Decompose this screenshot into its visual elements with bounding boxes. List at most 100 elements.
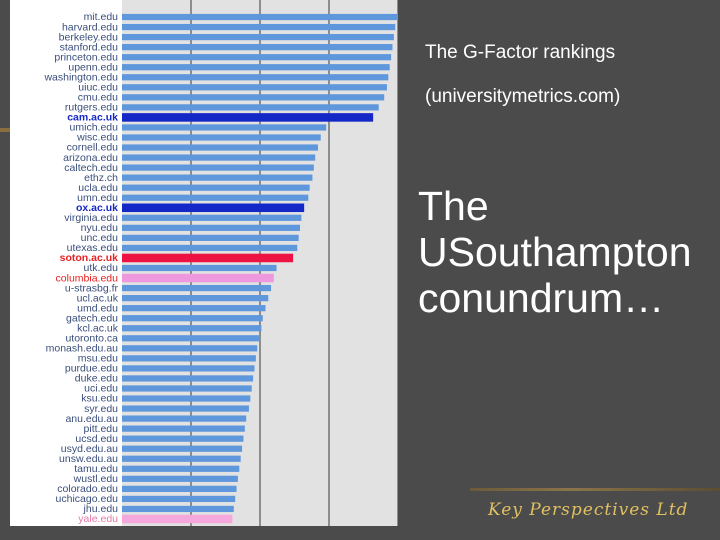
bar-unc-edu [122,234,299,241]
bar-series [122,13,398,524]
category-label: jhu.edu [83,503,119,515]
bar-ox-ac-uk [122,203,305,213]
bar-princeton-edu [122,54,392,61]
category-label: monash.edu.au [46,343,119,355]
bar-uiuc-edu [122,84,387,91]
category-label: gatech.edu [66,312,118,324]
bar-wisc-edu [122,134,321,141]
category-label: stanford.edu [60,41,119,53]
category-label: msu.edu [78,353,118,365]
category-label: wustl.edu [73,473,119,485]
category-label: washington.edu [43,71,118,83]
bar-caltech-edu [122,164,314,171]
bar-ucl-ac-uk [122,295,269,302]
bar-berkeley-edu [122,33,394,41]
category-label: u-strasbg.fr [65,282,119,294]
category-label: unsw.edu.au [59,453,118,465]
category-label: utexas.edu [67,242,119,254]
bar-anu-edu-au [122,415,247,422]
bar-columbia-edu [122,273,274,283]
category-label: cmu.edu [78,92,118,104]
bar-tamu-edu [122,465,240,472]
category-label: syr.edu [84,403,118,415]
category-label: ethz.ch [84,172,118,184]
category-label: harvard.edu [62,21,118,33]
category-label: cornell.edu [67,142,119,154]
bar-cornell-edu [122,144,318,151]
category-label: pitt.edu [84,423,119,435]
category-label: rutgers.edu [65,102,118,114]
bar-mit-edu [122,13,398,21]
chart-source-title: The G-Factor rankings [425,42,616,63]
category-label: columbia.edu [56,272,119,284]
bar-wustl-edu [122,475,238,482]
category-label: soton.ac.uk [60,252,119,264]
bar-arizona-edu [122,154,316,161]
category-label: virginia.edu [64,212,118,224]
bar-uci-edu [122,385,252,392]
bar-utoronto-ca [122,335,260,342]
bar-cam-ac-uk [122,113,374,122]
category-labels: mit.eduharvard.eduberkeley.edustanford.e… [43,11,118,525]
category-label: colorado.edu [57,483,118,495]
category-label: purdue.edu [65,363,118,375]
category-label: caltech.edu [64,162,118,174]
category-label: ucl.ac.uk [77,292,119,304]
category-label: tamu.edu [74,463,118,475]
decorative-tick [0,128,14,132]
bar-syr-edu [122,405,249,412]
category-label: anu.edu.au [65,413,118,425]
category-label: arizona.edu [63,152,118,164]
bar-ethz-ch [122,174,313,181]
headline-line: The [418,183,489,229]
slide-headline: The USouthampton conundrum… [418,183,718,321]
bar-nyu-edu [122,224,301,231]
bar-rutgers-edu [122,104,379,111]
chart-source-url: (universitymetrics.com) [425,86,621,107]
category-label: princeton.edu [54,51,118,63]
category-label: uiuc.edu [78,82,118,94]
category-label: mit.edu [84,11,119,23]
category-label: unc.edu [81,232,119,244]
category-label: nyu.edu [81,222,119,234]
category-label: ucsd.edu [75,433,118,445]
category-label: duke.edu [75,373,118,385]
bar-unsw-edu-au [122,455,241,462]
category-label: utk.edu [84,262,119,274]
category-label: yale.edu [78,513,118,525]
bar-upenn-edu [122,64,390,71]
bar-stanford-edu [122,44,393,51]
ranking-bar-chart: mit.eduharvard.eduberkeley.edustanford.e… [43,0,398,526]
bar-washington-edu [122,74,389,81]
bar-ucsd-edu [122,435,244,442]
bar-utk-edu [122,264,277,272]
category-label: upenn.edu [68,61,118,73]
bar-jhu-edu [122,505,234,513]
g-factor-ranking-chart: mit.edu harvard.edu berkeley.edu stanford.e… [10,0,398,526]
bar-utexas-edu [122,244,298,252]
bar-umn-edu [122,194,309,201]
category-label: umich.edu [70,122,119,134]
bar-monash-edu-au [122,345,258,352]
bar-ucla-edu [122,184,310,191]
bar-duke-edu [122,375,254,382]
category-label: ox.ac.uk [76,202,118,214]
category-label: wisc.edu [76,132,118,144]
bar-harvard-edu [122,23,396,31]
brand-name: Key Perspectives Ltd [488,500,689,520]
bar-virginia-edu [122,214,302,221]
category-label: uci.edu [84,383,118,395]
category-label: kcl.ac.uk [77,322,119,334]
bar-gatech-edu [122,315,263,322]
bar-cmu-edu [122,94,385,101]
category-label: umn.edu [77,192,118,204]
footer-divider [470,488,720,491]
bar-u-strasbg-fr [122,284,272,292]
category-label: berkeley.edu [59,31,119,43]
bar-umich-edu [122,124,327,131]
headline-line: conundrum… [418,275,665,321]
bar-purdue-edu [122,365,255,372]
category-label: utoronto.ca [65,332,118,344]
headline-line: USouthampton [418,229,692,275]
bar-msu-edu [122,355,256,362]
